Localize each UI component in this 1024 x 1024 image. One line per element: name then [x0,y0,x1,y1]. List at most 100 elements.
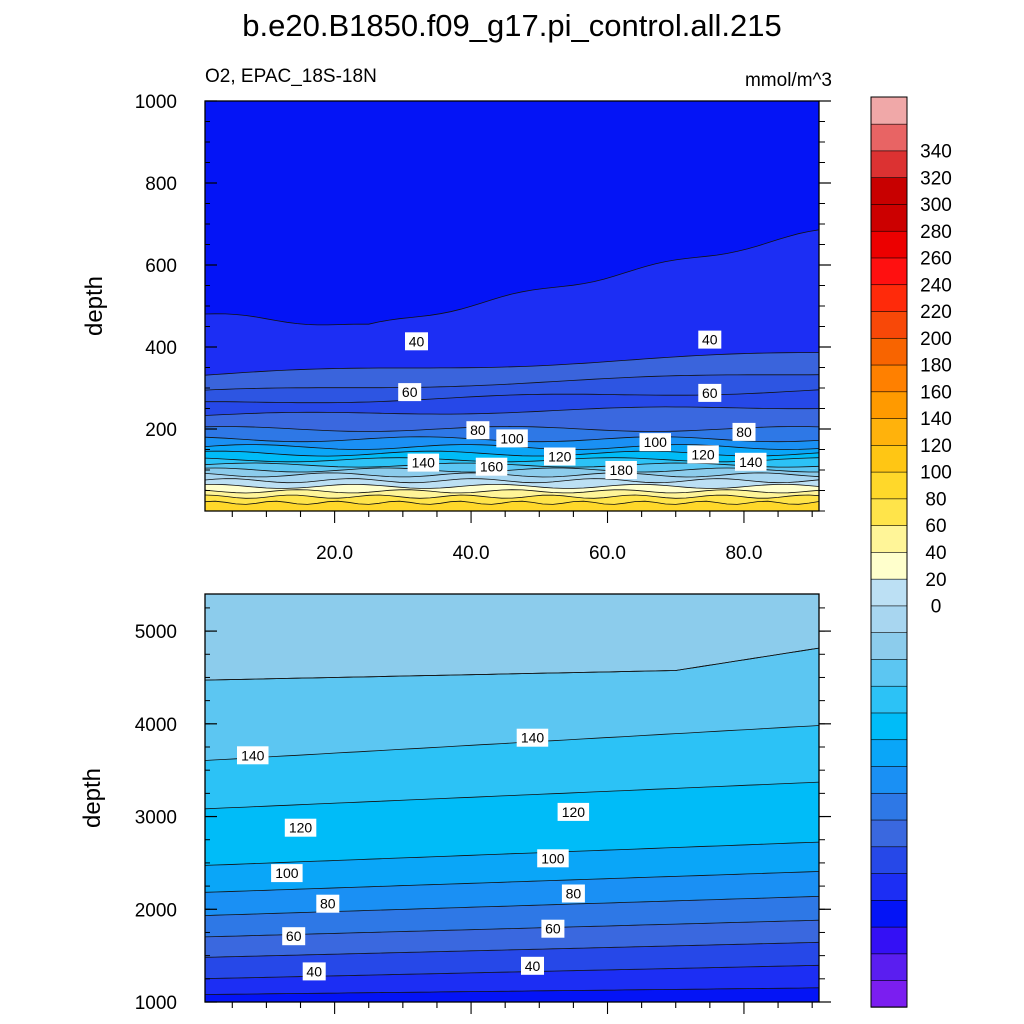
upper-contour-line [205,374,819,391]
variable-label: O2, EPAC_18S-18N [205,66,377,87]
contour-label-box [302,962,326,981]
colorbar-swatch [870,578,908,607]
contour-label: 120 [687,445,719,464]
colorbar-swatch [870,257,908,286]
y-tick-label: 200 [145,420,177,441]
contour-label-text: 60 [702,385,718,401]
colorbar-swatch [870,765,908,794]
contour-label-text: 120 [691,446,715,462]
contour-label: 120 [544,447,576,466]
contour-label-box [282,927,306,946]
lower-contour-labels: 40 40 60 60 80 80 100 100 120 120 140 140 [237,728,590,981]
upper-contour-band [205,229,819,376]
colorbar-swatch [870,685,908,714]
contour-label: 40 [698,330,722,349]
upper-contour-band [205,101,819,325]
contour-label: 100 [271,864,303,883]
colorbar-label: 120 [920,436,952,457]
contour-label-text: 120 [562,804,586,820]
lower-contour-line [205,725,819,761]
contour-label-box [698,383,722,402]
colorbar-swatch [870,551,908,580]
contour-label: 80 [561,884,585,903]
contour-label-box [561,884,585,903]
y-tick-label: 1000 [135,92,177,113]
upper-contour-line [205,352,819,376]
lower-panel: 40 40 60 60 80 80 100 100 120 120 140 140 1000 2000 3… [79,593,831,1014]
lower-contour-band [205,648,819,761]
colorbar-label: 80 [925,490,946,511]
contour-label-box [605,461,637,479]
contour-label-box [496,429,528,448]
lower-contour-line [205,987,819,995]
upper-y-axis-label: depth [81,276,108,336]
contour-label: 40 [302,962,326,981]
lower-contour-band [205,725,819,809]
colorbar-frame [870,96,908,1008]
contour-label-text: 40 [525,958,541,974]
colorbar-swatch [870,203,908,232]
contour-label-text: 60 [286,928,302,944]
colorbar-label: 140 [920,409,952,430]
contour-label: 120 [557,802,590,821]
lower-contour-band [205,594,819,681]
contour-label: 60 [541,919,565,938]
x-tick-label: 80.0 [725,543,762,564]
contour-label-box [541,919,565,938]
contour-label-box [735,452,767,471]
lower-contour-band [205,871,819,916]
upper-contour-band [205,472,819,483]
colorbar-label: 340 [920,142,952,163]
colorbar-swatch [870,631,908,660]
contour-label: 140 [237,746,269,765]
contour-label-text: 40 [702,332,718,348]
contour-label-box [557,802,590,821]
lower-contour-line [205,919,819,938]
lower-contour-lines [205,647,819,995]
contour-label-text: 160 [480,459,504,475]
y-tick-label: 3000 [135,808,177,829]
upper-contour-line [205,426,819,432]
colorbar-label: 100 [920,463,952,484]
contour-label-box [537,849,569,868]
colorbar-label: 60 [925,516,946,537]
upper-contour-band [205,484,819,493]
contour-label-text: 180 [610,462,634,478]
contour-label: 40 [405,332,428,351]
contour-label-box [516,728,549,747]
colorbar-swatch [870,150,908,178]
colorbar-label: 40 [925,543,946,564]
upper-contour-band [205,495,819,505]
colorbar-label: 20 [925,570,946,591]
contour-label-text: 60 [545,921,561,937]
colorbar-swatch [870,524,908,553]
contour-label: 100 [639,433,671,452]
colorbar-label: 260 [920,249,952,270]
lower-contour-band [205,842,819,893]
colorbar-label: 320 [920,168,952,189]
upper-contour-line [205,467,819,473]
contour-label-box [475,457,508,476]
lower-contour-line [205,781,819,810]
colorbar-swatch [870,123,908,152]
lower-contour-line [205,647,819,681]
contour-label-text: 120 [289,820,313,836]
colorbar-label: 280 [920,222,952,243]
colorbar-label: 180 [920,356,952,377]
contour-label-box [398,383,422,402]
upper-axes: 200 400 600 800 1000 20.0 40.0 60.0 80.0 [135,92,831,564]
lower-axes: 1000 2000 3000 4000 5000 [135,607,831,1014]
y-tick-label: 5000 [135,622,177,643]
contour-label: 60 [698,383,722,402]
contour-label: 140 [735,452,767,471]
upper-contour-line [205,494,819,499]
upper-contour-line [205,406,819,416]
upper-contour-line [205,478,819,484]
contour-label-text: 100 [275,865,299,881]
lower-contour-band [205,896,819,937]
contour-label: 100 [537,849,569,868]
y-tick-label: 400 [145,338,177,359]
upper-contour-band [205,374,819,403]
contour-label-text: 80 [566,886,582,902]
